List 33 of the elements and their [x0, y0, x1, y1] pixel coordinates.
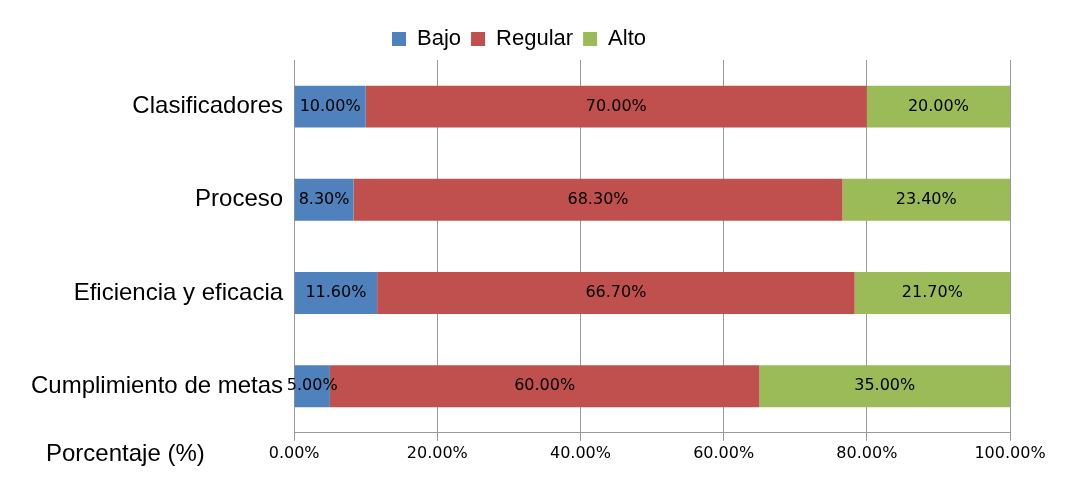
bar	[377, 272, 855, 314]
bar	[854, 272, 1010, 314]
bar	[294, 272, 378, 314]
x-tick-label: 40.00%	[549, 442, 611, 462]
data-label: 8.30%	[298, 188, 350, 208]
bar	[365, 85, 867, 128]
y-tick-label: Proceso	[195, 184, 284, 212]
y-tick-label: Eficiencia y eficacia	[73, 277, 284, 305]
x-tick-label: 60.00%	[693, 442, 755, 462]
data-label: 20.00%	[907, 95, 969, 115]
x-tick-label: 0.00%	[268, 442, 320, 462]
data-label: 68.30%	[567, 188, 629, 208]
bar	[353, 178, 843, 221]
bar	[866, 85, 1010, 128]
legend-label: Bajo	[417, 25, 462, 51]
data-label: 10.00%	[299, 95, 361, 115]
x-axis-title: Porcentaje (%)	[46, 438, 205, 466]
data-label: 23.40%	[895, 188, 957, 208]
data-label: 11.60%	[305, 282, 367, 302]
bar	[842, 178, 1010, 221]
data-label: 60.00%	[514, 375, 576, 395]
x-tick-label: 100.00%	[974, 442, 1046, 462]
legend-label: Regular	[496, 25, 574, 51]
x-tick-label: 80.00%	[836, 442, 898, 462]
y-tick-label: Clasificadores	[132, 91, 284, 119]
y-tick-label: Cumplimiento de metas	[31, 370, 284, 398]
x-tick-label: 20.00%	[406, 442, 468, 462]
legend-label: Alto	[608, 25, 646, 51]
data-label: 70.00%	[585, 95, 647, 115]
data-label: 66.70%	[585, 282, 647, 302]
data-label: 21.70%	[901, 282, 963, 302]
bar	[759, 365, 1010, 408]
data-label: 35.00%	[854, 375, 916, 395]
